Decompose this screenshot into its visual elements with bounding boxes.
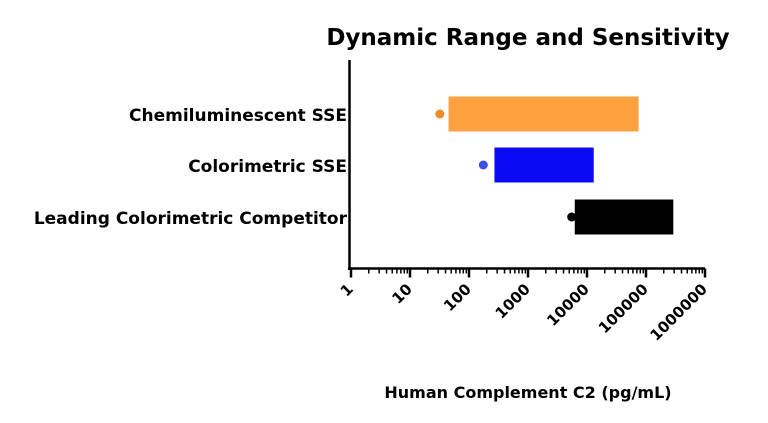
lod-point bbox=[478, 160, 488, 170]
x-tick-label: 1000000 bbox=[646, 280, 710, 344]
lod-point bbox=[567, 212, 577, 222]
category-label: Leading Colorimetric Competitor bbox=[34, 209, 348, 229]
x-tick-labels: 1 10 100 1000 10000 100000 1000000 bbox=[337, 280, 711, 344]
x-tick-label: 1000 bbox=[492, 280, 534, 322]
category-labels: Chemiluminescent SSE Colorimetric SSE Le… bbox=[34, 106, 348, 229]
x-tick-label: 10 bbox=[388, 280, 415, 307]
x-tick-label: 100000 bbox=[595, 280, 652, 337]
plot-area bbox=[435, 96, 674, 235]
category-label: Chemiluminescent SSE bbox=[129, 106, 347, 126]
x-axis-label: Human Complement C2 (pg/mL) bbox=[384, 383, 671, 402]
range-bar bbox=[494, 147, 594, 183]
lod-point bbox=[435, 109, 445, 119]
x-axis-ticks bbox=[349, 268, 707, 278]
x-tick-label: 1 bbox=[337, 280, 357, 300]
category-label: Colorimetric SSE bbox=[188, 157, 347, 177]
range-bar bbox=[448, 96, 639, 132]
x-tick-label: 100 bbox=[440, 280, 475, 315]
chart-title: Dynamic Range and Sensitivity bbox=[326, 25, 729, 51]
x-tick-label: 10000 bbox=[543, 280, 593, 330]
range-bar bbox=[574, 199, 674, 235]
